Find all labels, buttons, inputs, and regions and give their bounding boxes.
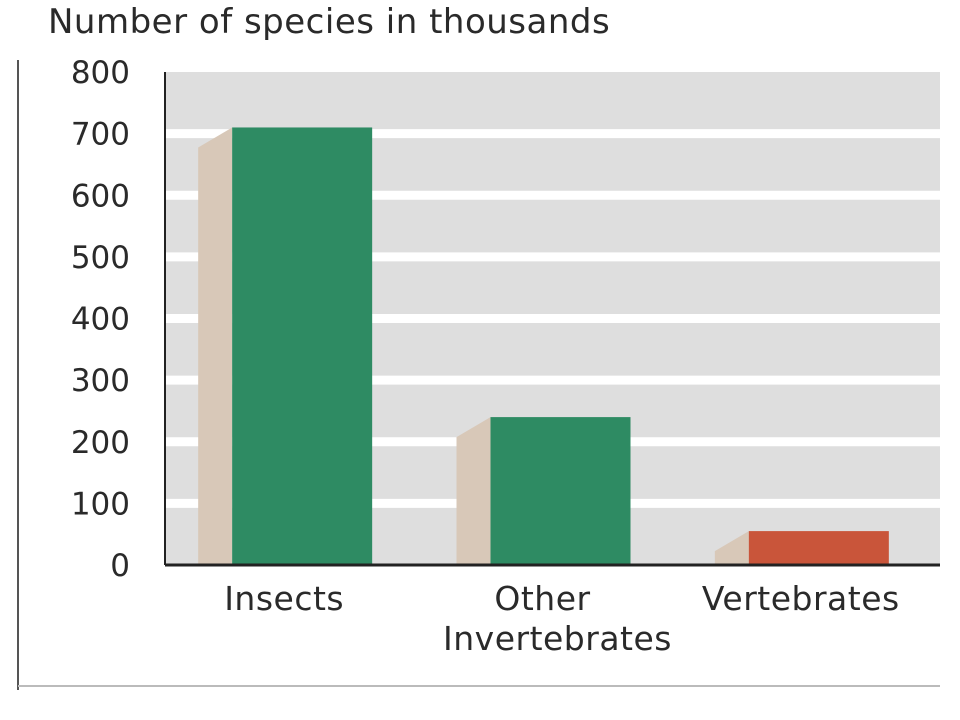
y-tick-label: 400 [71,302,130,338]
y-tick-label: 500 [71,240,130,276]
category-label: Other Invertebrates [443,579,672,658]
y-tick-label: 700 [71,117,130,153]
category-label: Vertebrates [702,579,900,618]
y-tick-label: 100 [71,486,130,522]
bar [748,531,889,565]
bar [232,127,373,566]
y-tick-label: 800 [71,55,130,91]
y-tick-label: 600 [71,178,130,214]
bars [198,127,889,566]
category-labels: Insects Other Invertebrates Vertebrates [224,579,900,658]
y-tick-label: 200 [71,425,130,461]
bar-side-face [198,127,233,566]
bar-side-face [456,417,491,565]
bar-side-face [714,531,749,565]
y-tick-label: 300 [71,363,130,399]
y-tick-labels: 0 100 200 300 400 500 600 700 800 [71,55,130,584]
bar [490,417,631,565]
y-tick-label: 0 [110,548,130,584]
chart-title: Number of species in thousands [48,2,611,42]
category-label: Insects [224,579,344,618]
